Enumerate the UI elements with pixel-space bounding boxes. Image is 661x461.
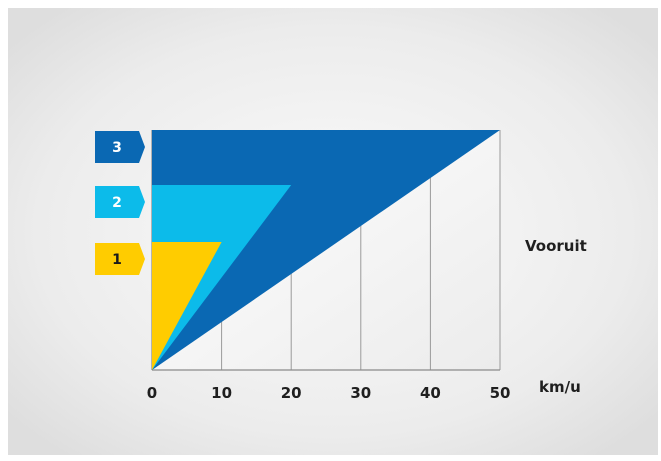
gear-tab-1	[95, 243, 145, 275]
gear-tabs: 3 2 1	[95, 131, 145, 275]
side-label: Vooruit	[525, 237, 587, 255]
x-tick-label-50: 50	[490, 384, 511, 402]
gear-tab-label-1: 1	[112, 252, 122, 268]
gear-area-2	[152, 185, 292, 370]
gear-tab-2	[95, 186, 145, 218]
x-tick-label-40: 40	[420, 384, 441, 402]
x-tick-label-30: 30	[350, 384, 371, 402]
x-tick-label-0: 0	[147, 384, 157, 402]
speed-areas	[152, 130, 500, 370]
gear-area-1	[152, 242, 222, 370]
gear-tab-label-3: 3	[112, 140, 122, 156]
x-tick-label-20: 20	[281, 384, 302, 402]
x-tick-label-10: 10	[211, 384, 232, 402]
x-axis-unit: km/u	[539, 378, 581, 396]
gear-tab-label-2: 2	[112, 195, 122, 211]
gear-tab-3	[95, 131, 145, 163]
x-axis-ticks: 0 10 20 30 40 50	[147, 384, 511, 402]
